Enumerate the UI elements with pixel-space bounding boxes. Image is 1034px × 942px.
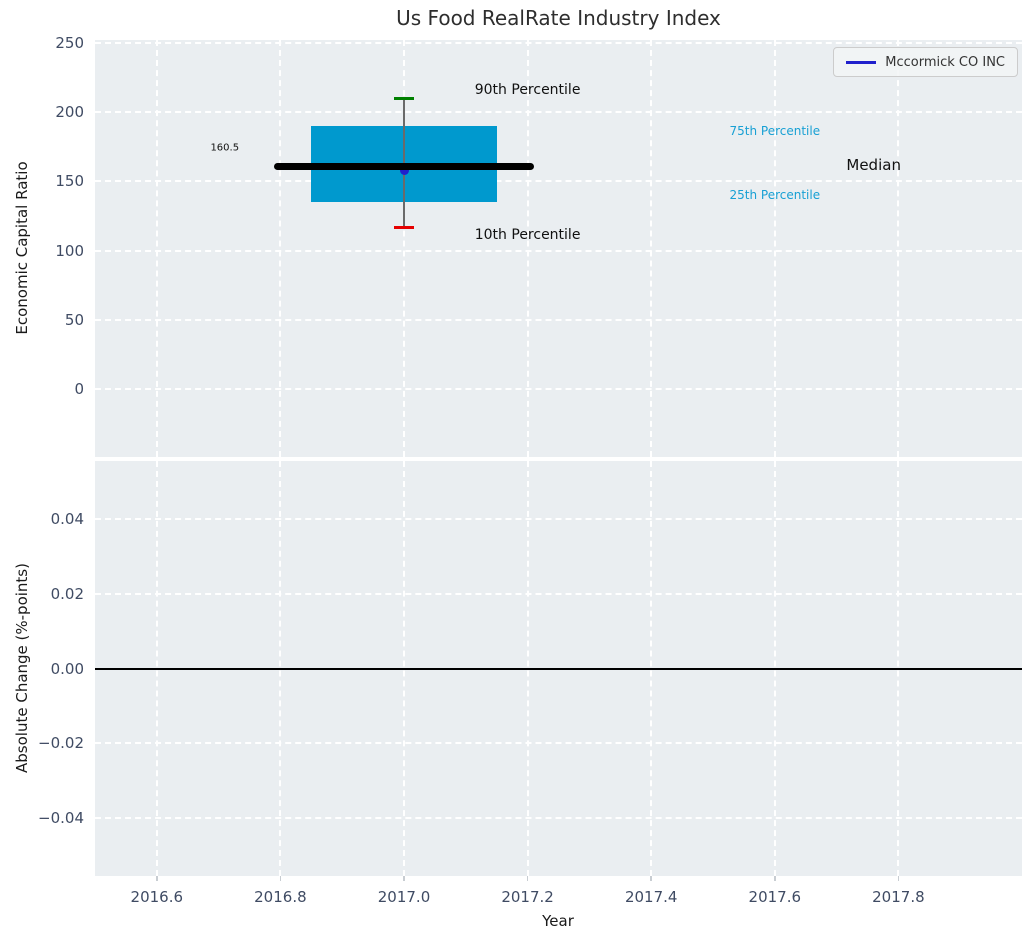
y-tick-label: 50 <box>64 310 84 329</box>
gridline-horizontal <box>95 517 1022 520</box>
x-tick-mark <box>279 876 282 881</box>
x-tick-mark <box>403 876 405 881</box>
y-tick-label: 0 <box>74 380 84 399</box>
gridline-vertical <box>279 40 282 457</box>
y-tick-label: 0.02 <box>50 584 84 603</box>
gridline-horizontal <box>95 180 1022 183</box>
gridline-vertical <box>650 40 653 457</box>
gridline-horizontal <box>95 592 1022 595</box>
annotation-90th-percentile: 90th Percentile <box>474 81 581 98</box>
gridline-horizontal <box>95 111 1022 114</box>
x-tick-label: 2016.6 <box>130 888 184 906</box>
y-tick-label: −0.02 <box>38 734 84 753</box>
whisker-cap-90th <box>394 96 414 100</box>
company-marker <box>399 165 409 175</box>
x-tick-mark <box>897 876 900 881</box>
gridline-vertical <box>403 40 405 457</box>
annotation-10th-percentile: 10th Percentile <box>474 227 581 244</box>
annotation-median: Median <box>846 155 901 174</box>
y-tick-label: 250 <box>55 33 84 52</box>
y-tick-label: 100 <box>55 241 84 260</box>
gridline-horizontal <box>95 318 1022 321</box>
top-panel: 90th Percentile 10th Percentile 75th Perce… <box>95 40 1022 457</box>
whisker-cap-10th <box>394 225 414 229</box>
y-tick-label: 200 <box>55 103 84 122</box>
annotation-25th-percentile: 25th Percentile <box>729 188 821 203</box>
x-tick-mark <box>774 876 776 881</box>
gridline-horizontal <box>95 41 1022 44</box>
annotation-160-5: 160.5 <box>210 142 240 154</box>
gridline-horizontal <box>95 388 1022 391</box>
x-tick-label: 2016.8 <box>254 888 307 906</box>
gridline-vertical <box>155 40 158 457</box>
x-tick-label: 2017.4 <box>624 888 678 906</box>
legend-label: Mccormick CO INC <box>885 54 1005 70</box>
x-tick-label: 2017.0 <box>377 888 431 906</box>
x-tick-mark <box>156 876 158 881</box>
y-tick-label: −0.04 <box>38 809 84 828</box>
y-tick-label: 150 <box>55 172 84 191</box>
y-tick-label: 0.00 <box>50 659 84 678</box>
gridline-horizontal <box>95 817 1022 820</box>
annotation-75th-percentile: 75th Percentile <box>729 124 821 139</box>
whisker-line <box>403 98 405 227</box>
legend-line-swatch-icon <box>846 60 877 64</box>
gridline-vertical <box>773 40 776 457</box>
legend: Mccormick CO INC <box>833 47 1018 77</box>
x-axis-label: Year <box>542 912 574 930</box>
chart-title: Us Food RealRate Industry Index <box>396 6 721 30</box>
zero-line <box>95 667 1022 670</box>
gridline-horizontal <box>95 742 1022 745</box>
x-tick-mark <box>650 876 652 881</box>
gridline-vertical <box>526 40 529 457</box>
bottom-panel <box>95 461 1022 876</box>
gridline-vertical <box>897 40 900 457</box>
x-tick-label: 2017.2 <box>501 888 554 906</box>
median-line <box>274 163 534 171</box>
gridline-horizontal <box>95 249 1022 252</box>
y-tick-label: 0.04 <box>50 509 84 528</box>
x-tick-label: 2017.6 <box>748 888 802 906</box>
x-tick-label: 2017.8 <box>872 888 925 906</box>
x-tick-mark <box>526 876 529 881</box>
